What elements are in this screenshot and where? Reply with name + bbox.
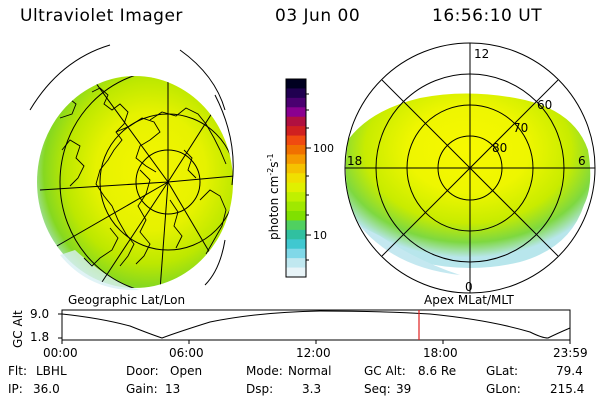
colorbar-band — [286, 135, 306, 146]
door-label: Door: — [126, 364, 159, 378]
outer-grid-arc — [214, 94, 234, 186]
gc-alt-label: GC Alt: — [364, 364, 406, 378]
instrument-title: Ultraviolet Imager — [20, 6, 183, 26]
latitude-circle — [59, 76, 233, 288]
colorbar-unit-label: photon cm-2s-1 — [266, 153, 281, 240]
coastline — [91, 87, 135, 267]
gain-label: Gain: — [126, 382, 158, 396]
meridian-line — [49, 181, 169, 251]
colorbar-band — [286, 154, 306, 165]
colorbar-band — [286, 248, 306, 259]
mode-value: Normal — [288, 364, 332, 378]
auroral-oval — [345, 93, 591, 268]
colorbar-tick-label-10: 10 — [313, 229, 327, 242]
meridian-line — [159, 181, 169, 288]
colorbar-band — [286, 182, 306, 193]
colorbar-band — [286, 79, 306, 90]
mlt-line — [381, 79, 559, 257]
mlat-label-80: 80 — [492, 141, 507, 155]
glat-label: GLat: — [486, 364, 519, 378]
coastline — [169, 199, 183, 249]
altitude-curve — [61, 310, 571, 339]
limb-haze — [60, 250, 140, 291]
left-panel-caption: Geographic Lat/Lon — [68, 293, 186, 307]
unit-exp1: -2 — [266, 168, 275, 176]
unit-exp2: -1 — [266, 153, 275, 161]
mlt-label-12: 12 — [474, 47, 489, 61]
outer-grid-arc — [29, 44, 111, 111]
altitude-ylabel: GC Alt — [11, 310, 25, 348]
unit-s: s — [267, 161, 281, 167]
colorbar-band — [286, 267, 306, 278]
colorbar-band — [286, 258, 306, 269]
gc-alt-value: 8.6 Re — [418, 364, 457, 378]
colorbar-band — [286, 163, 306, 174]
coastline — [135, 169, 151, 265]
meridian-line — [167, 175, 233, 183]
altitude-ytick-low: 1.8 — [30, 330, 50, 344]
ip-value: 36.0 — [33, 382, 60, 396]
time-tick-2359: 23:59 — [553, 346, 588, 360]
altitude-plot-frame — [61, 309, 571, 341]
glat-value: 79.4 — [556, 364, 583, 378]
mlat-label-70: 70 — [513, 121, 528, 135]
filter-value: LBHL — [36, 364, 67, 378]
coastline — [183, 149, 197, 179]
observation-date: 03 Jun 00 — [275, 6, 361, 26]
seq-value: 39 — [396, 382, 412, 396]
colorbar-band — [286, 220, 306, 231]
colorbar-band — [286, 126, 306, 137]
colorbar-tick-label-100: 100 — [313, 142, 334, 155]
colorbar — [286, 79, 306, 278]
seq-label: Seq: — [364, 382, 391, 396]
colorbar-band — [286, 116, 306, 127]
coastline — [149, 107, 227, 165]
time-tick-1200: 12:00 — [296, 346, 331, 360]
colorbar-band — [286, 107, 306, 118]
filter-label: Flt: — [8, 364, 27, 378]
coastline — [61, 139, 85, 187]
altitude-ytick-high: 9.0 — [30, 307, 50, 321]
coastline — [199, 189, 227, 255]
colorbar-frame — [285, 78, 307, 278]
colorbar-band — [286, 201, 306, 212]
colorbar-band — [286, 145, 306, 156]
door-value: Open — [170, 364, 203, 378]
outer-grid-arc — [179, 49, 226, 111]
glon-value: 215.4 — [550, 382, 585, 396]
colorbar-band — [286, 88, 306, 99]
colorbar-band — [286, 229, 306, 240]
dsp-label: Dsp: — [246, 382, 274, 396]
time-tick-0000: 00:00 — [43, 346, 78, 360]
coastline — [83, 227, 119, 267]
time-tick-0600: 06:00 — [169, 346, 204, 360]
unit-text: photon cm — [267, 176, 281, 240]
meridian-line — [39, 181, 169, 191]
mlt-label-0: 0 — [465, 280, 473, 294]
ip-label: IP: — [8, 382, 23, 396]
colorbar-band — [286, 239, 306, 250]
meridian-line — [99, 181, 169, 286]
colorbar-band — [286, 211, 306, 222]
mlt-label-6: 6 — [578, 154, 586, 168]
gain-value: 13 — [165, 382, 181, 396]
observation-time: 16:56:10 UT — [432, 6, 543, 26]
dsp-value: 3.3 — [302, 382, 322, 396]
mode-label: Mode: — [246, 364, 283, 378]
colorbar-band — [286, 97, 306, 108]
colorbar-band — [286, 173, 306, 184]
time-tick-1800: 18:00 — [423, 346, 458, 360]
right-panel-caption: Apex MLat/MLT — [424, 293, 514, 307]
outer-grid-arc — [204, 239, 226, 286]
earth-disk — [37, 76, 233, 288]
mlat-label-60: 60 — [537, 98, 552, 112]
meridian-line — [89, 76, 169, 183]
colorbar-band — [286, 192, 306, 203]
glon-label: GLon: — [486, 382, 521, 396]
mlt-label-18: 18 — [347, 154, 362, 168]
coastline — [115, 117, 161, 173]
